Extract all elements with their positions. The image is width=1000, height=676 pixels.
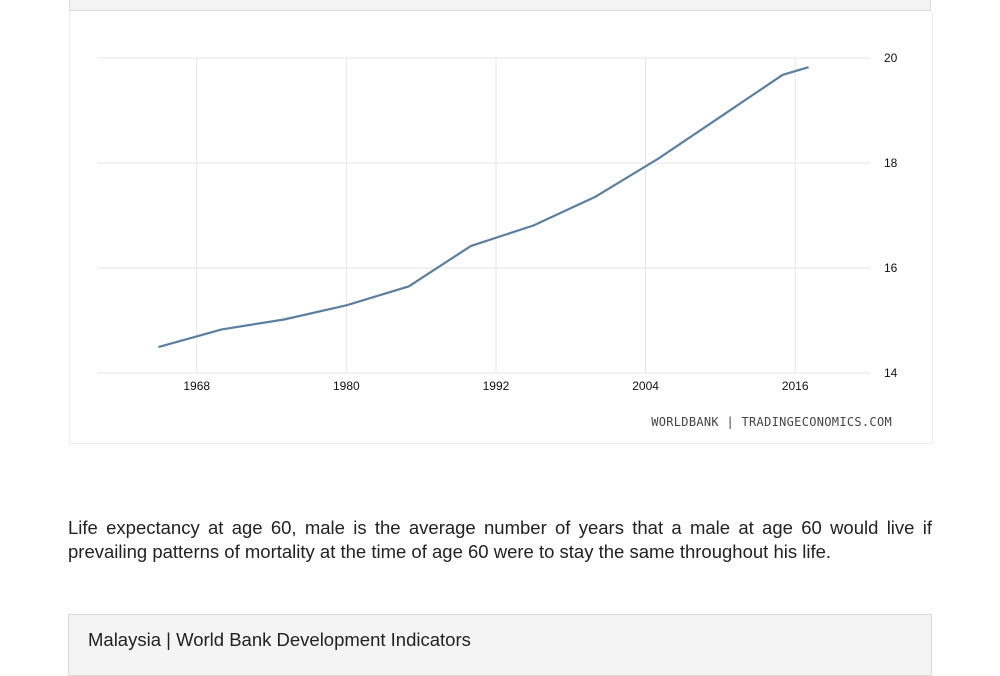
x-tick-label: 2004 [632,379,659,393]
indicators-section-header: Malaysia | World Bank Development Indica… [68,614,932,676]
y-tick-label: 18 [884,156,898,170]
y-tick-label: 16 [884,261,898,275]
x-tick-label: 1992 [483,379,510,393]
indicators-section-title: Malaysia | World Bank Development Indica… [88,629,471,650]
x-tick-label: 1968 [183,379,210,393]
chart-panel: 14 16 18 20 1968 1980 1992 2004 2016 WORLDBANK | … [69,12,933,444]
previous-panel-edge [69,0,931,11]
y-tick-label: 14 [884,366,898,380]
y-tick-label: 20 [884,51,898,65]
x-tick-label: 2016 [782,379,809,393]
line-chart: 14 16 18 20 1968 1980 1992 2004 2016 WORLDBANK | … [97,51,898,429]
source-label: WORLDBANK | TRADINGECONOMICS.COM [651,415,892,429]
series-line [158,66,809,348]
x-tick-label: 1980 [333,379,360,393]
indicator-description: Life expectancy at age 60, male is the a… [68,517,932,562]
